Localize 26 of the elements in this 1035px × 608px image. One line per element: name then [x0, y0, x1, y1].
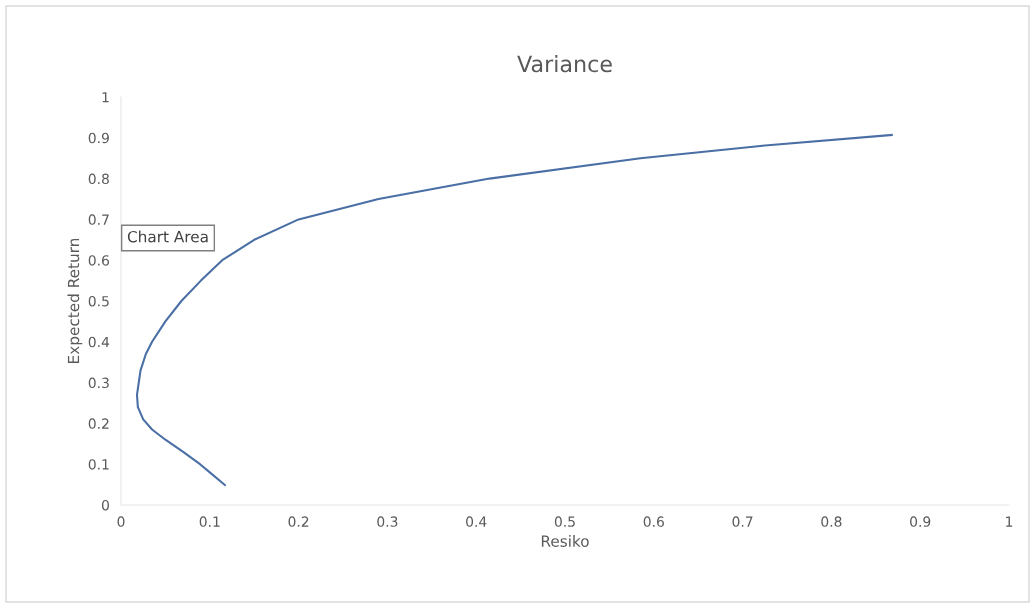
y-tick-label: 1: [102, 92, 109, 103]
y-tick-label: 0.6: [88, 255, 110, 266]
x-tick-label: 0.1: [199, 516, 220, 527]
x-tick-label: 0.8: [821, 516, 842, 527]
y-tick-label: 0.4: [88, 336, 110, 348]
x-tick-label: 1: [1006, 516, 1013, 527]
y-tick-label: 0.8: [88, 173, 109, 185]
y-axis-title: Expected Return: [67, 238, 83, 363]
annotation: Chart Area: [127, 230, 208, 243]
x-tick-label: 0.3: [377, 516, 398, 527]
y-tick-label: 0.1: [88, 459, 109, 470]
y-tick-label: 0.7: [88, 214, 109, 225]
y-tick-label: 0.5: [88, 295, 109, 307]
y-tick-label: 0.9: [88, 132, 109, 144]
x-tick-label: 0.9: [910, 516, 931, 527]
x-tick-label: 0.4: [466, 516, 487, 527]
x-tick-label: 0: [117, 516, 125, 527]
y-tick-label: 0.2: [88, 418, 109, 429]
y-tick-label: 0.3: [88, 377, 109, 389]
x-axis-title: Resiko: [541, 535, 589, 547]
x-tick-label: 0.6: [643, 516, 664, 527]
chart-title: Variance: [517, 55, 612, 73]
x-tick-label: 0.7: [732, 516, 753, 527]
x-tick-label: 0.5: [554, 516, 575, 527]
x-tick-label: 0.2: [288, 516, 309, 527]
y-tick-label: 0: [101, 499, 109, 511]
